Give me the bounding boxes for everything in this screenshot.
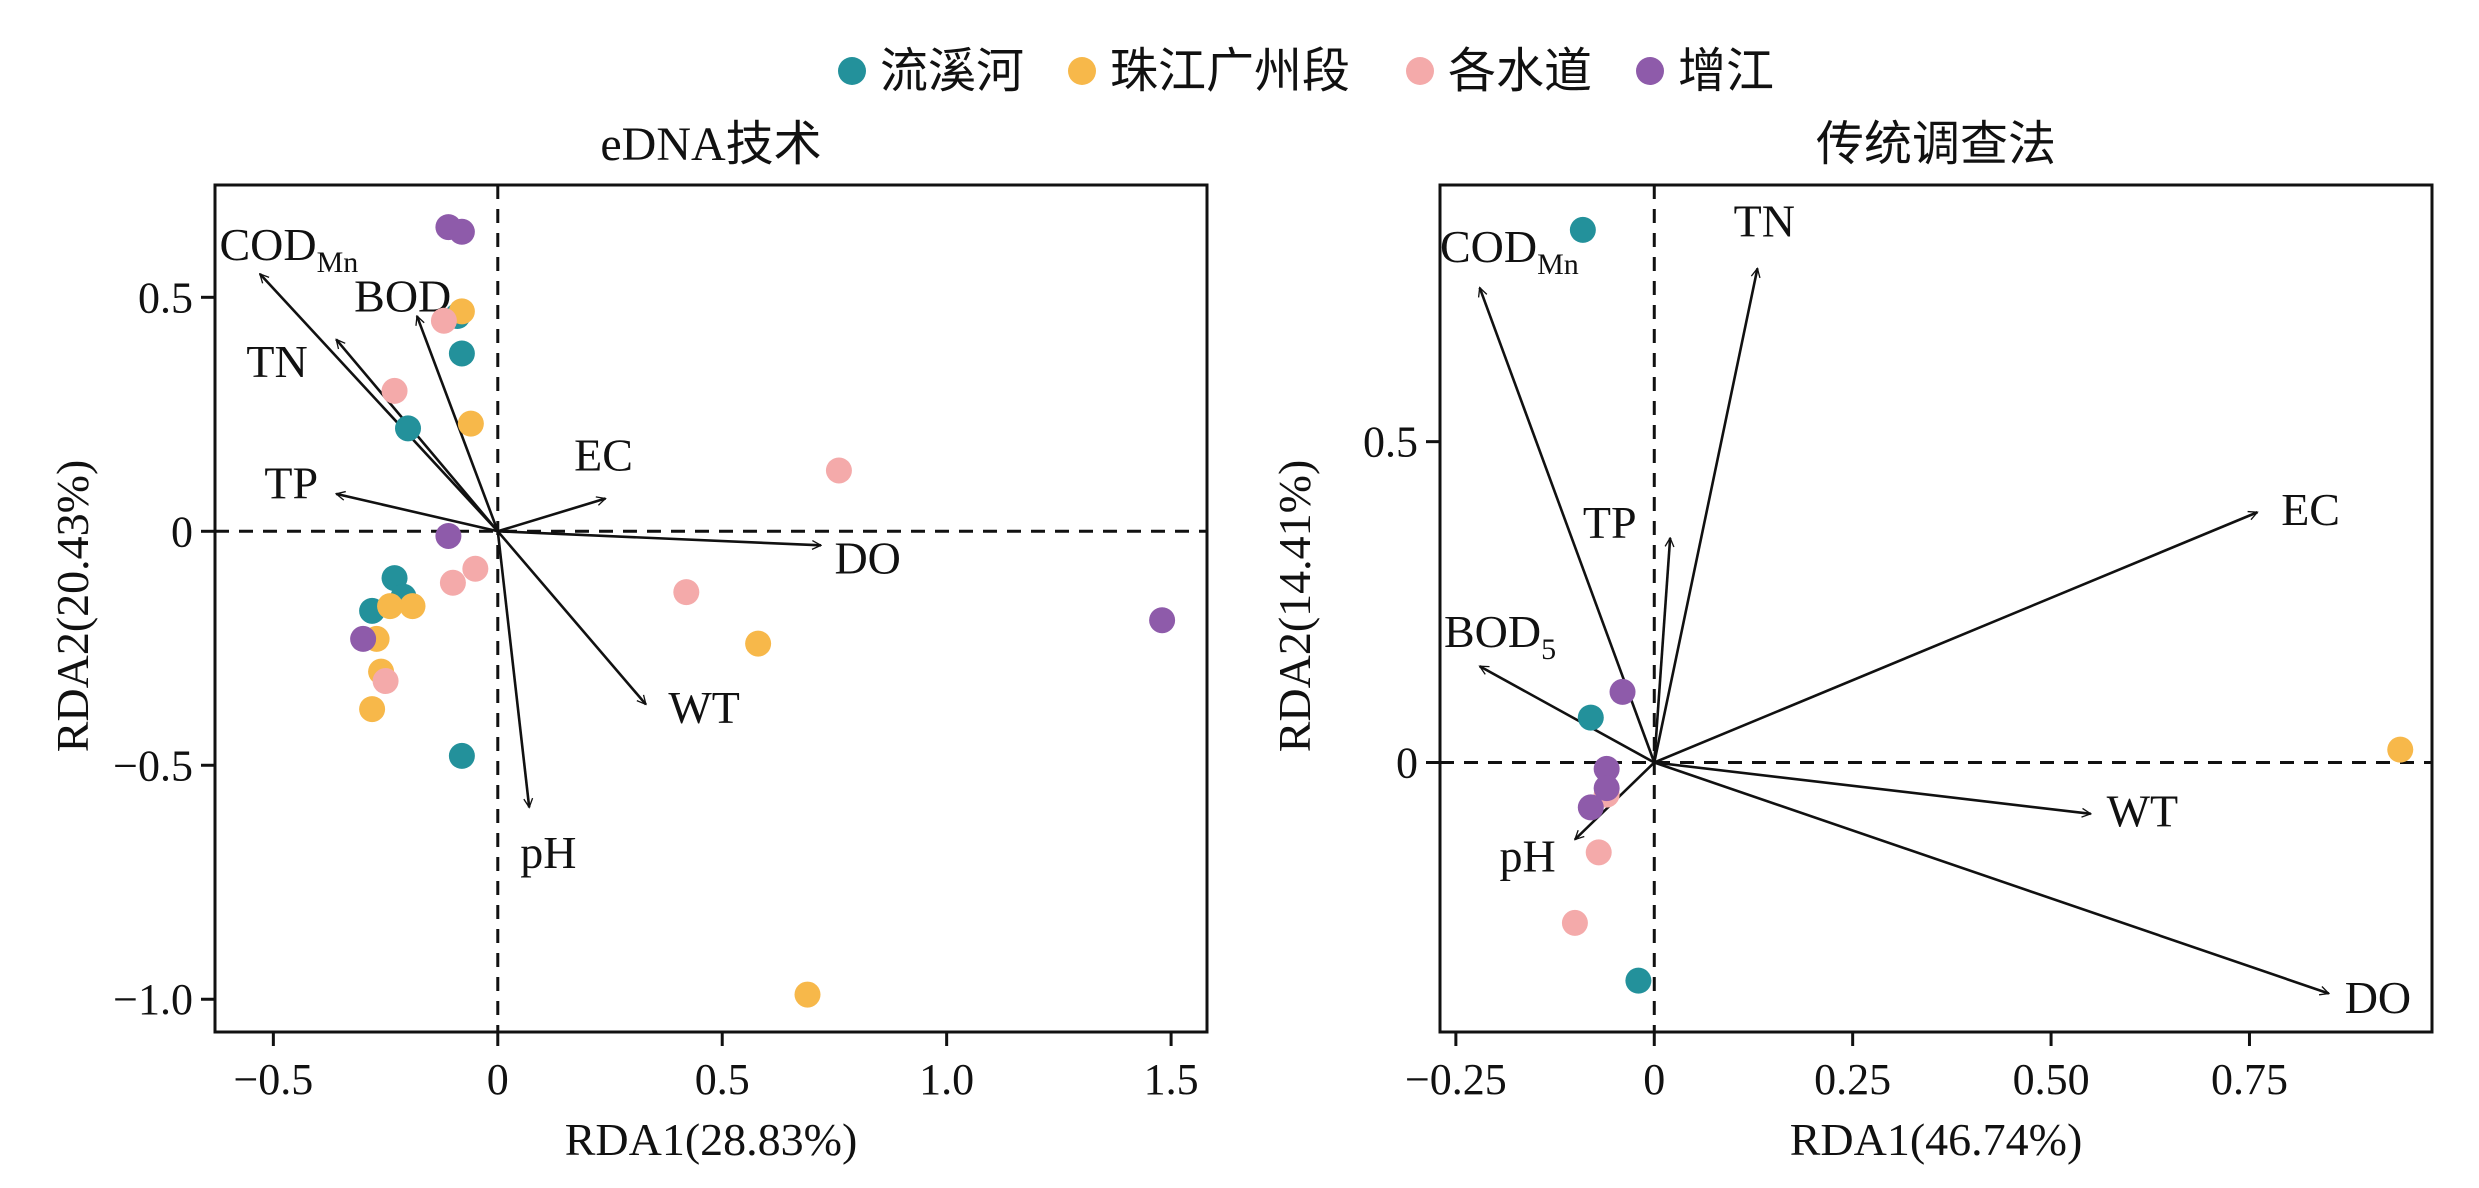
x-tick-label: 0.5 [695,1055,750,1104]
data-point [372,668,399,695]
vector-label-codmn: CODMn [219,219,358,279]
data-point [448,742,475,769]
vector-label-do: DO [834,532,900,583]
data-point [2387,736,2414,763]
y-tick-label: −1.0 [113,975,193,1024]
vector-label-wt: WT [668,682,740,733]
legend-item: 流溪河 [838,45,1024,98]
legend-marker [838,57,866,85]
legend-item: 各水道 [1406,45,1592,98]
legend-label: 各水道 [1448,45,1592,98]
data-point [359,696,386,723]
vector-codmn [260,274,499,533]
data-point [448,340,475,367]
plot-frame [1438,183,2434,1034]
data-point [435,522,462,549]
vector-label-tp: TP [264,458,318,509]
vector-do [497,529,821,545]
data-point [1593,755,1620,782]
vector-label-tp: TP [1583,497,1637,548]
vector-ec [1653,512,2257,764]
vector-label-bod5: BOD5 [1444,606,1556,666]
y-tick-label: −0.5 [113,741,193,790]
vector-wt [496,530,647,704]
panel-title: 传统调查法 [1816,118,2056,171]
vector-label-codmn: CODMn [1440,221,1579,281]
vector-label-do: DO [2345,972,2411,1023]
vector-tp [1652,538,1670,763]
legend-marker [1068,57,1096,85]
data-point [673,579,700,606]
data-point [1609,678,1636,705]
data-point [395,415,422,442]
data-point [1561,909,1588,936]
panel-title: eDNA技术 [600,118,821,171]
edna-panel: eDNA技术 RDA1(28.83%) RDA2(20.43%) −0.5 0 0.… [47,118,1209,1165]
vector-label-wt: WT [2107,786,2179,837]
legend-item: 珠江广州段 [1068,45,1350,98]
data-point [430,307,457,334]
plot-frame [213,183,1209,1034]
vector-bod5 [417,316,500,532]
legend-item: 增江 [1636,45,1774,98]
vector-label-ec: EC [574,429,633,480]
x-tick-label: −0.5 [233,1055,313,1104]
legend-marker [1406,57,1434,85]
x-tick-label: 0 [487,1055,509,1104]
data-point [350,625,377,652]
traditional-survey-panel: 传统调查法 RDA1(46.74%) RDA2(14.41%) −0.25 0 0.… [1269,118,2434,1165]
data-point [439,569,466,596]
data-point [377,593,404,620]
x-tick-label: −0.25 [1405,1055,1507,1104]
vector-label-ph: pH [1500,831,1556,882]
y-axis-title: RDA2(14.41%) [1269,460,1320,753]
data-point [1585,839,1612,866]
data-point [399,593,426,620]
x-tick-label: 0.25 [1814,1055,1891,1104]
vector-label-ec: EC [2281,484,2340,535]
legend-label: 增江 [1678,45,1774,98]
x-tick-label: 1.0 [919,1055,974,1104]
data-point [1625,967,1652,994]
data-point [745,630,772,657]
legend: 流溪河 珠江广州段 各水道 增江 [838,45,1774,98]
y-tick-label: 0 [1396,739,1418,788]
x-tick-label: 0 [1643,1055,1665,1104]
vector-tp [336,494,499,533]
y-tick-label: 0 [171,507,193,556]
data-point [1569,216,1596,243]
data-point [462,555,489,582]
x-tick-label: 0.75 [2211,1055,2288,1104]
data-point [1577,704,1604,731]
vector-label-ph: pH [520,827,576,878]
legend-marker [1636,57,1664,85]
data-point [448,218,475,245]
vector-label-tn: TN [246,336,307,387]
vector-label-tn: TN [1734,195,1795,246]
vector-bod5 [1480,665,1655,764]
data-point [457,410,484,437]
x-tick-label: 0.50 [2013,1055,2090,1104]
x-axis-title: RDA1(28.83%) [565,1114,858,1165]
x-axis-title: RDA1(46.74%) [1790,1114,2083,1165]
x-tick-label: 1.5 [1144,1055,1199,1104]
y-tick-label: 0.5 [138,273,193,322]
data-point [1577,794,1604,821]
data-point [794,981,821,1008]
vector-tn [1652,268,1757,763]
legend-label: 珠江广州段 [1110,45,1350,98]
y-tick-label: 0.5 [1363,418,1418,467]
data-point [381,377,408,404]
vector-do [1653,761,2329,994]
y-axis-title: RDA2(20.43%) [47,460,98,753]
vector-ec [497,499,606,533]
data-point [1149,607,1176,634]
data-point [825,457,852,484]
vector-ph [496,531,529,807]
legend-label: 流溪河 [880,45,1024,98]
vector-wt [1654,761,2090,814]
data-point [1593,775,1620,802]
